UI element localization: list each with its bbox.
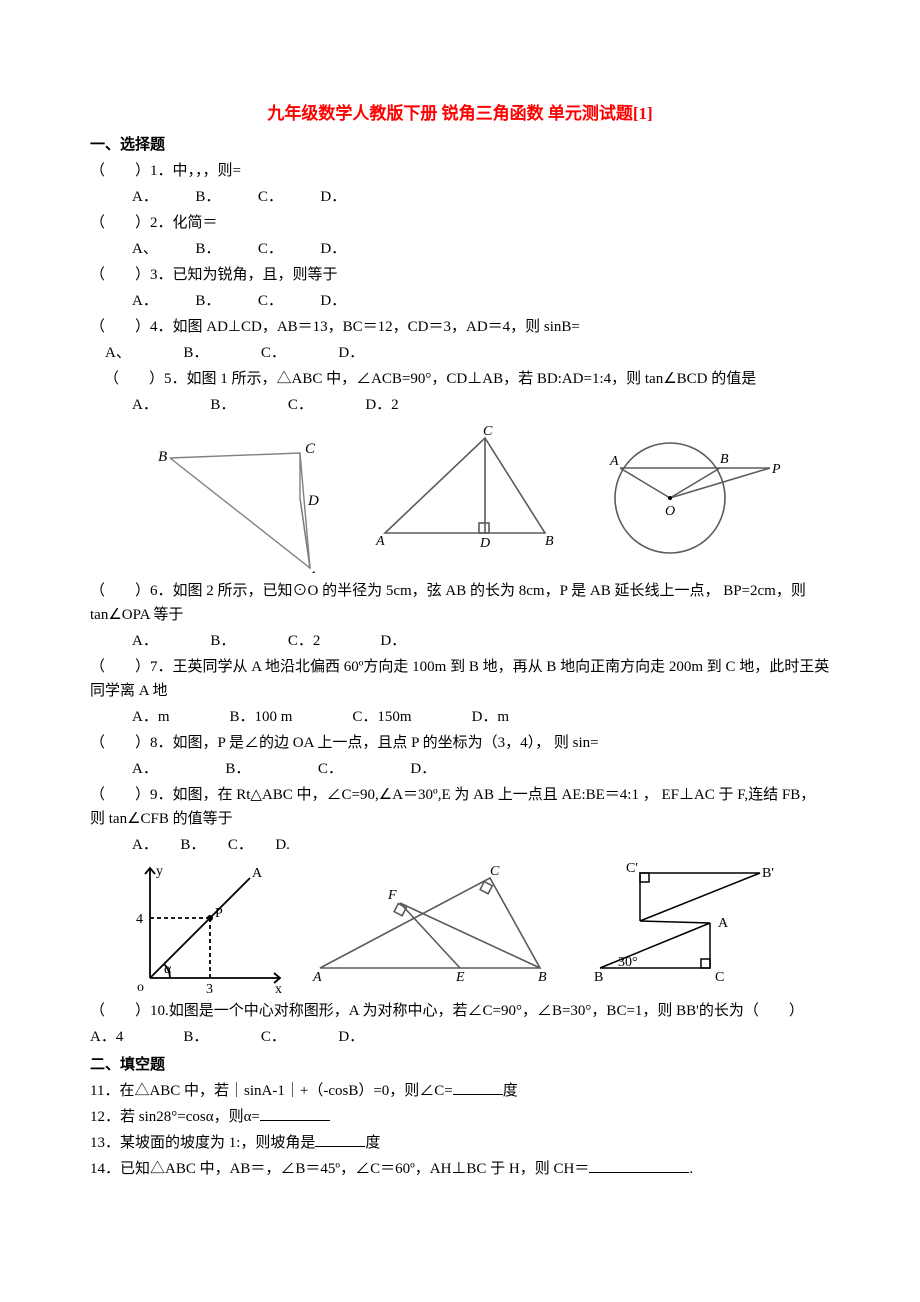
fig1-label-B: B bbox=[158, 449, 167, 465]
question-7-options: A．m B．100 m C．150m D．m bbox=[90, 705, 830, 729]
question-1-options: A． B． C． D． bbox=[90, 185, 830, 209]
question-6-options: A． B． C．2 D． bbox=[90, 629, 830, 653]
blank bbox=[589, 1157, 689, 1173]
fig5-label-C: C bbox=[490, 864, 500, 879]
fig6-label-C: C bbox=[715, 970, 724, 983]
question-1: （ ）1．中，，，则= bbox=[90, 159, 830, 183]
question-2: （ ）2．化简＝ bbox=[90, 211, 830, 235]
fig2-label-D: D bbox=[479, 536, 490, 551]
section-choice-heading: 一、选择题 bbox=[90, 133, 830, 157]
figure-row-2: A P 4 3 α o x y A B C E F bbox=[120, 863, 830, 993]
fig3-label-B: B bbox=[720, 452, 729, 467]
question-8-options: A． B． C． D． bbox=[90, 757, 830, 781]
question-13: 13．某坡面的坡度为 1:，则坡角是 度 bbox=[90, 1131, 830, 1155]
question-9-options: A． B． C． D. bbox=[90, 833, 830, 857]
fig3-label-O: O bbox=[665, 504, 675, 519]
question-4: （ ）4．如图 AD⊥CD，AB＝13，BC＝12，CD＝3，AD＝4，则 si… bbox=[90, 315, 830, 339]
question-10-options: A．4 B． C． D． bbox=[90, 1025, 830, 1049]
figure-q8: A P 4 3 α o x y bbox=[120, 863, 290, 993]
figure-q4: B C D A bbox=[150, 423, 350, 573]
fig1-label-D: D bbox=[307, 493, 319, 509]
question-11-text: 11．在△ABC 中，若｜sinA-1｜+（-cosB）=0，则∠C= bbox=[90, 1083, 453, 1099]
figure-q5: A B C D bbox=[370, 423, 560, 553]
question-14: 14．已知△ABC 中，AB＝，∠B＝45º，∠C＝60º，AH⊥BC 于 H，… bbox=[90, 1157, 830, 1181]
fig5-label-A: A bbox=[312, 970, 322, 983]
figure-row-1: B C D A A B C D A B P O bbox=[150, 423, 830, 573]
question-12-text: 12．若 sin28°=cosα，则α= bbox=[90, 1109, 260, 1125]
question-2-options: A、 B． C． D． bbox=[90, 237, 830, 261]
fig2-label-B: B bbox=[545, 534, 554, 549]
blank bbox=[315, 1131, 365, 1147]
figure-q10: B C A 30° C' B' bbox=[570, 863, 780, 983]
question-4-options: A、 B． C． D． bbox=[90, 341, 830, 365]
fig2-label-A: A bbox=[375, 534, 385, 549]
section-fill-heading: 二、填空题 bbox=[90, 1053, 830, 1077]
question-13-suffix: 度 bbox=[365, 1135, 380, 1151]
fig6-label-Cp: C' bbox=[626, 863, 638, 876]
blank bbox=[453, 1079, 503, 1095]
blank bbox=[260, 1105, 330, 1121]
fig5-label-F: F bbox=[387, 888, 397, 903]
question-6: （ ）6．如图 2 所示，已知⊙O 的半径为 5cm，弦 AB 的长为 8cm，… bbox=[90, 579, 830, 627]
figure-q6: A B P O bbox=[580, 423, 780, 563]
question-11-suffix: 度 bbox=[503, 1083, 518, 1099]
fig4-label-P: P bbox=[215, 906, 223, 921]
fig4-label-alpha: α bbox=[164, 962, 172, 977]
question-12: 12．若 sin28°=cosα，则α= bbox=[90, 1105, 830, 1129]
question-14-suffix: . bbox=[689, 1161, 693, 1177]
fig6-label-angle: 30° bbox=[618, 955, 638, 970]
fig4-label-3: 3 bbox=[206, 982, 213, 993]
fig1-label-A: A bbox=[307, 569, 318, 573]
question-8: （ ）8．如图，P 是∠的边 OA 上一点，且点 P 的坐标为（3，4）， 则 … bbox=[90, 731, 830, 755]
fig3-label-P: P bbox=[771, 462, 780, 477]
fig4-label-4: 4 bbox=[136, 912, 143, 927]
fig5-label-E: E bbox=[455, 970, 465, 983]
question-7: （ ）7．王英同学从 A 地沿北偏西 60º方向走 100m 到 B 地，再从 … bbox=[90, 655, 830, 703]
question-11: 11．在△ABC 中，若｜sinA-1｜+（-cosB）=0，则∠C= 度 bbox=[90, 1079, 830, 1103]
fig3-label-A: A bbox=[609, 454, 619, 469]
fig6-label-B: B bbox=[594, 970, 603, 983]
fig5-label-B: B bbox=[538, 970, 547, 983]
question-3: （ ）3．已知为锐角，且，则等于 bbox=[90, 263, 830, 287]
fig6-label-A: A bbox=[718, 916, 729, 931]
page-title: 九年级数学人教版下册 锐角三角函数 单元测试题[1] bbox=[90, 100, 830, 127]
fig1-label-C: C bbox=[305, 441, 316, 457]
question-14-text: 14．已知△ABC 中，AB＝，∠B＝45º，∠C＝60º，AH⊥BC 于 H，… bbox=[90, 1161, 589, 1177]
question-13-text: 13．某坡面的坡度为 1:，则坡角是 bbox=[90, 1135, 315, 1151]
question-5-options: A． B． C． D．2 bbox=[90, 393, 830, 417]
fig6-label-Bp: B' bbox=[762, 866, 774, 881]
fig4-label-y: y bbox=[156, 864, 163, 879]
question-3-options: A． B． C． D． bbox=[90, 289, 830, 313]
fig2-label-C: C bbox=[483, 424, 493, 439]
question-10: （ ）10.如图是一个中心对称图形，A 为对称中心，若∠C=90°，∠B=30°… bbox=[90, 999, 830, 1023]
fig4-label-o: o bbox=[137, 980, 144, 993]
fig4-label-A: A bbox=[252, 866, 263, 881]
question-5: （ ）5．如图 1 所示，△ABC 中，∠ACB=90°，CD⊥AB，若 BD:… bbox=[90, 367, 830, 391]
fig4-label-x: x bbox=[275, 982, 282, 993]
question-9: （ ）9．如图，在 Rt△ABC 中，∠C=90,∠A＝30º,E 为 AB 上… bbox=[90, 783, 830, 831]
figure-q9: A B C E F bbox=[310, 863, 550, 983]
